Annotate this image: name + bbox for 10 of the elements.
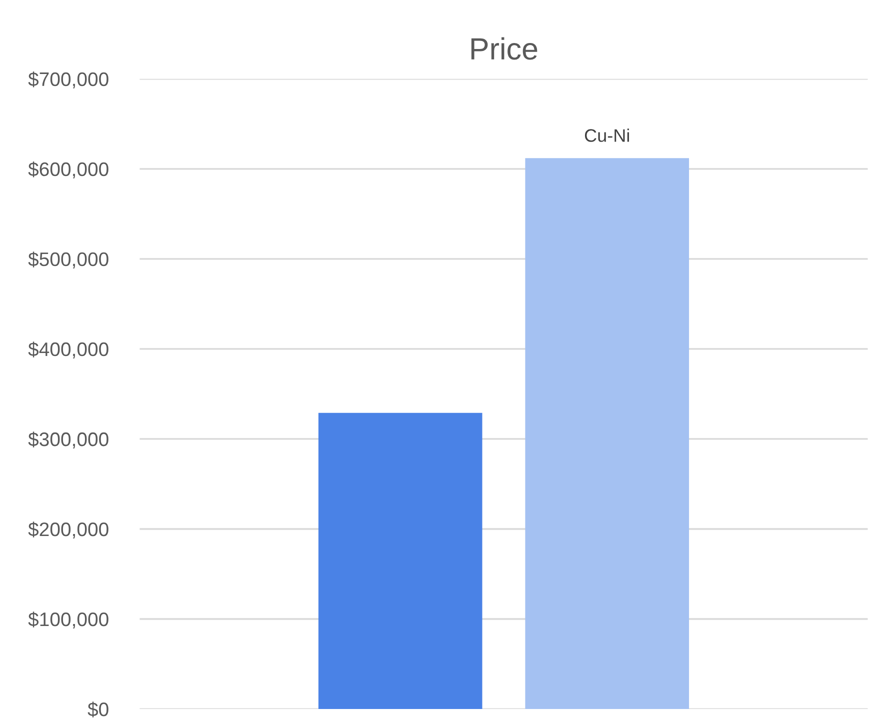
- y-tick-label: $100,000: [28, 612, 108, 629]
- y-tick-label: $700,000: [28, 72, 108, 88]
- chart-title: Price: [471, 37, 538, 60]
- y-tick-label: $300,000: [28, 432, 108, 448]
- y-tick-label: $0: [88, 702, 108, 718]
- y-tick-label: $200,000: [28, 522, 108, 539]
- y-tick-label: $600,000: [28, 162, 108, 178]
- series-label: Cu-Ni: [584, 128, 629, 142]
- y-tick-label: $500,000: [28, 252, 108, 268]
- y-tick-label: $400,000: [28, 342, 108, 358]
